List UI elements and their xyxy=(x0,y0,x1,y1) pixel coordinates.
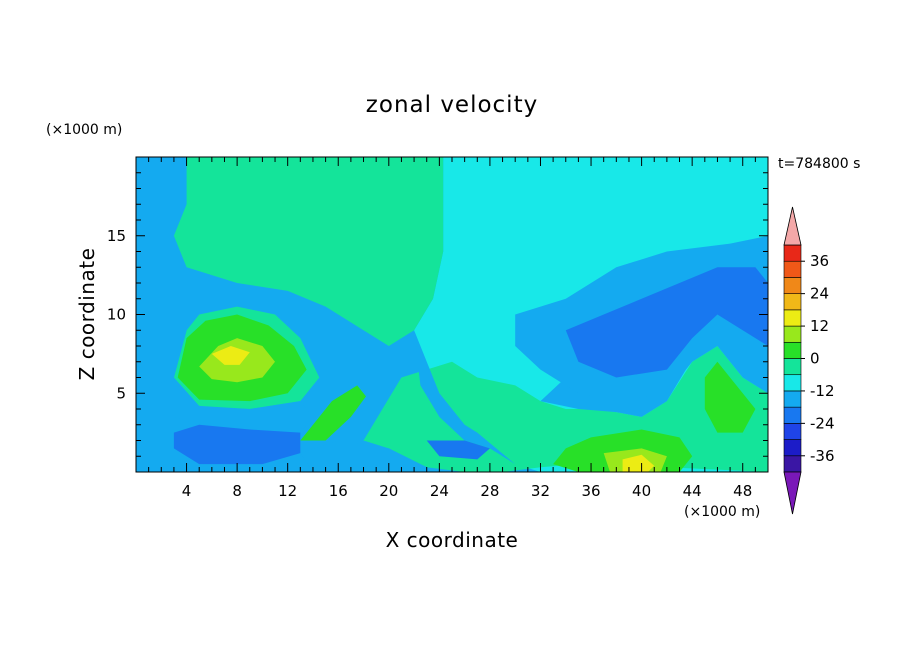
x-tick-label: 12 xyxy=(278,482,297,500)
colorbar-over-triangle xyxy=(783,206,802,246)
chart-title: zonal velocity xyxy=(366,92,538,118)
colorbar-segment xyxy=(783,423,802,440)
x-axis-label: X coordinate xyxy=(386,528,519,552)
x-tick-label: 32 xyxy=(531,482,550,500)
colorbar-segment xyxy=(783,309,802,327)
colorbar-label: 24 xyxy=(810,285,829,303)
colorbar-label: -24 xyxy=(810,414,835,432)
colorbar-segment xyxy=(783,374,802,392)
colorbar-segment xyxy=(783,325,802,343)
x-tick-label: 8 xyxy=(232,482,242,500)
field-region-6 xyxy=(704,361,756,433)
field-region-13 xyxy=(300,440,427,472)
field-region-10 xyxy=(211,346,250,365)
colorbar-label: 12 xyxy=(810,317,829,335)
colorbar: 36 24 12 0 -12 -24 -36 xyxy=(783,206,835,515)
colorbar-segment xyxy=(783,358,802,376)
x-tick-label: 36 xyxy=(581,482,600,500)
x-tick-label: 16 xyxy=(329,482,348,500)
x-tick-label: 48 xyxy=(733,482,752,500)
x-tick-label: 4 xyxy=(182,482,192,500)
x-tick-label: 44 xyxy=(683,482,702,500)
x-tick-label: 40 xyxy=(632,482,651,500)
y-unit-label: (×1000 m) xyxy=(46,122,122,138)
field-region-17 xyxy=(136,267,187,394)
colorbar-segment xyxy=(783,293,802,311)
colorbar-segment xyxy=(783,341,802,359)
field-region-7 xyxy=(300,385,366,441)
field-region-12 xyxy=(173,401,313,433)
field-region-1 xyxy=(173,157,444,346)
y-tick-label: 5 xyxy=(116,384,126,402)
colorbar-label: 36 xyxy=(810,252,829,270)
x-tick-label: 28 xyxy=(480,482,499,500)
y-axis-label: Z coordinate xyxy=(75,248,99,381)
colorbar-label: -36 xyxy=(810,447,835,465)
colorbar-segment xyxy=(783,406,802,424)
x-tick-label: 20 xyxy=(379,482,398,500)
x-unit-label: (×1000 m) xyxy=(684,504,760,520)
colorbar-label: -12 xyxy=(810,382,835,400)
colorbar-segment xyxy=(783,455,802,473)
plot-field xyxy=(136,157,768,472)
field-layers xyxy=(136,157,768,472)
colorbar-segment xyxy=(783,390,802,408)
y-tick-label: 10 xyxy=(107,306,126,324)
field-region-14 xyxy=(414,330,516,465)
colorbar-segment xyxy=(783,260,802,278)
colorbar-segment xyxy=(783,244,802,262)
field-region-20 xyxy=(426,440,490,460)
y-tick-label: 15 xyxy=(107,227,126,245)
colorbar-under-triangle xyxy=(783,471,802,515)
time-label: t=784800 s xyxy=(778,156,860,172)
field-region-19 xyxy=(173,424,301,465)
colorbar-segment xyxy=(783,439,802,457)
colorbar-label: 0 xyxy=(810,350,820,368)
colorbar-segment xyxy=(783,277,802,294)
field-region-11 xyxy=(622,454,655,472)
x-tick-label: 24 xyxy=(430,482,449,500)
field-region-18 xyxy=(565,267,768,378)
